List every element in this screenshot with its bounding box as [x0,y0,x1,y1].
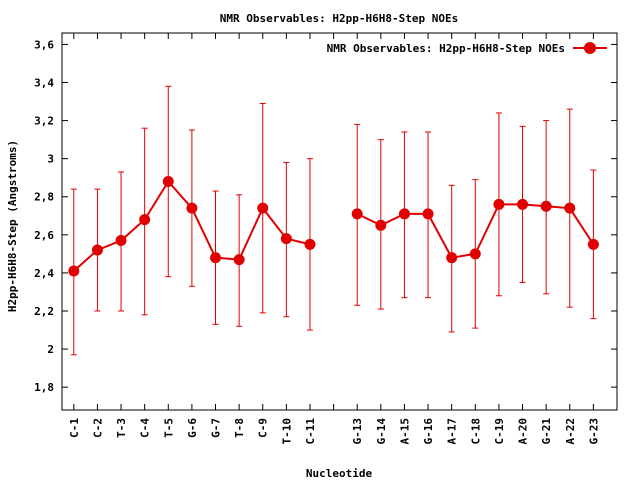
y-tick-label: 3 [47,153,54,166]
data-point [540,200,552,212]
x-tick-label: C-2 [91,418,104,438]
y-tick-label: 2,6 [34,229,54,242]
y-tick-label: 3,2 [34,115,54,128]
x-tick-label: T-5 [162,418,175,438]
data-point [91,244,103,256]
x-tick-label: C-18 [469,418,482,445]
series-points [68,176,599,277]
x-tick-label: A-20 [517,418,530,445]
chart-title: NMR Observables: H2pp-H6H8-Step NOEs [220,12,458,25]
data-point [210,252,222,264]
data-point [422,208,434,220]
x-tick-label: T-8 [233,418,246,438]
x-tick-label: C-19 [493,418,506,445]
data-point [564,202,576,214]
x-tick-label: A-17 [446,418,459,445]
data-point [233,254,245,266]
series-lines [73,179,595,272]
data-point [68,265,80,277]
y-tick-label: 3,6 [34,38,54,51]
x-tick-label: C-4 [139,418,152,438]
data-point [446,252,458,264]
plot-frame [61,32,618,411]
x-axis-label: Nucleotide [306,467,373,480]
x-tick-label: C-1 [68,418,81,438]
x-tick-label: C-9 [257,418,270,438]
x-tick-label: G-16 [422,418,435,445]
x-tick-label: G-23 [587,418,600,445]
y-axis-label: H2pp-H6H8-Step (Angstroms) [6,140,19,312]
data-point [351,208,363,220]
x-tick-label: A-15 [398,418,411,445]
x-tick-label: G-6 [186,418,199,438]
data-point [139,214,151,226]
x-tick-label: G-21 [540,418,553,445]
data-point [162,176,174,188]
plot-area [61,32,618,411]
data-point [375,219,387,231]
x-tick-label: T-3 [115,418,128,438]
data-point [493,198,505,210]
data-point [186,202,198,214]
y-axis-ticks: 1,8 2 2,2 2,4 2,6 2,8 3 3,2 3,4 3,6 [34,38,617,394]
x-tick-label: A-22 [564,418,577,445]
data-point [587,238,599,250]
data-point [304,238,316,250]
data-point [517,198,529,210]
x-tick-label: G-14 [375,418,388,445]
y-tick-label: 2,8 [34,191,54,204]
legend-label: NMR Observables: H2pp-H6H8-Step NOEs [327,42,565,55]
x-tick-label: G-13 [351,418,364,445]
x-axis-ticks: C-1 C-2 T-3 C-4 T-5 G-6 G-7 T-8 C-9 T-10 C-11 G-13 G… [68,33,600,445]
y-tick-label: 2,4 [34,267,54,280]
data-point [398,208,410,220]
y-tick-label: 1,8 [34,381,54,394]
legend: NMR Observables: H2pp-H6H8-Step NOEs [327,42,607,55]
legend-swatch-marker [584,42,596,54]
data-point [115,235,127,247]
y-tick-label: 2 [47,343,54,356]
x-tick-label: T-10 [280,418,293,445]
data-point [469,248,481,260]
x-tick-label: G-7 [210,418,223,438]
data-point [280,233,292,245]
y-tick-label: 2,2 [34,305,54,318]
data-point [257,202,269,214]
x-tick-label: C-11 [304,418,317,445]
y-tick-label: 3,4 [34,77,54,90]
